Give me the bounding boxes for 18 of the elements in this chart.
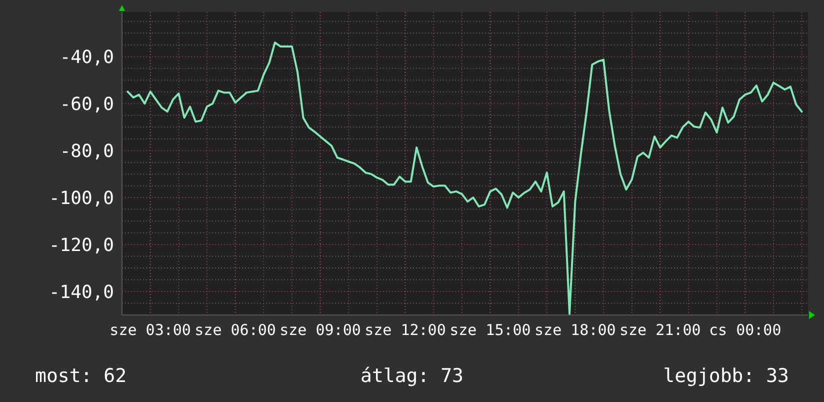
x-tick-label: sze 06:00 xyxy=(194,321,276,339)
x-tick-label: sze 12:00 xyxy=(364,321,446,339)
x-tick-label: sze 09:00 xyxy=(280,321,361,339)
line-series xyxy=(126,42,803,315)
x-tick-label: cs 00:00 xyxy=(708,321,782,339)
y-tick-label: -60,0 xyxy=(60,94,114,115)
x-tick-label: sze 18:00 xyxy=(534,321,616,339)
text: legjobb: 33 xyxy=(663,365,789,387)
x-tick-label: sze 15:00 xyxy=(450,321,531,339)
y-tick-label: -100,0 xyxy=(48,188,114,209)
text: átlag: 73 xyxy=(360,365,464,387)
y-tick-label: -80,0 xyxy=(60,140,114,162)
x-tick-label: sze 21:00 xyxy=(620,321,701,339)
y-tick-label: -140,0 xyxy=(48,282,114,303)
x-tick-label: sze 03:00 xyxy=(110,321,191,339)
y-tick-label: -120,0 xyxy=(48,234,114,256)
y-tick-label: -40,0 xyxy=(60,46,114,68)
text: most: 62 xyxy=(35,365,127,387)
